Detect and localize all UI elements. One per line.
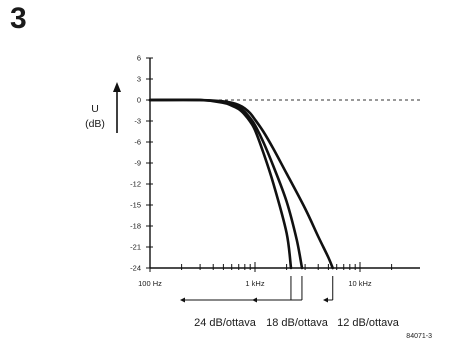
x-tick-label: 1 kHz <box>245 279 264 288</box>
y-axis-title: U <box>91 103 99 115</box>
figure-number: 3 <box>10 2 27 35</box>
y-tick-label: -15 <box>130 201 141 210</box>
y-ticks: 6 3 0 -3 -6 -9 -12 -15 -18 -21 -24 <box>130 54 153 273</box>
figure-code: 84071-3 <box>406 333 432 340</box>
y-axis-arrowhead <box>113 82 121 92</box>
x-tick-label: 10 kHz <box>348 279 372 288</box>
y-tick-label: -6 <box>134 138 141 147</box>
response-curve-18db <box>148 98 304 270</box>
y-tick-label: -18 <box>130 222 141 231</box>
slope-label: 18 dB/ottava <box>266 317 329 329</box>
y-axis-unit: (dB) <box>85 118 105 130</box>
response-curve-12db <box>148 98 334 270</box>
slope-bracket-arrowhead <box>180 297 185 303</box>
y-tick-label: 0 <box>137 96 141 105</box>
x-tick-label: 100 Hz <box>138 279 162 288</box>
response-curves <box>148 98 334 270</box>
response-curve-24db <box>148 98 293 270</box>
slope-labels: 24 dB/ottava 18 dB/ottava 12 dB/ottava <box>180 276 400 329</box>
x-ticks: 100 Hz 1 kHz 10 kHz <box>138 262 393 288</box>
slope-bracket-arrowhead <box>323 297 328 303</box>
slope-label: 24 dB/ottava <box>194 317 257 329</box>
slope-label: 12 dB/ottava <box>337 317 400 329</box>
y-tick-label: -3 <box>134 117 141 126</box>
y-tick-label: -24 <box>130 264 141 273</box>
y-tick-label: -21 <box>130 243 141 252</box>
y-tick-label: 3 <box>137 75 141 84</box>
y-tick-label: -9 <box>134 159 141 168</box>
axes <box>149 58 420 269</box>
y-axis-label: U (dB) <box>85 82 121 133</box>
slope-bracket-arrowhead <box>252 297 257 303</box>
y-tick-label: -12 <box>130 180 141 189</box>
y-tick-label: 6 <box>137 54 141 63</box>
